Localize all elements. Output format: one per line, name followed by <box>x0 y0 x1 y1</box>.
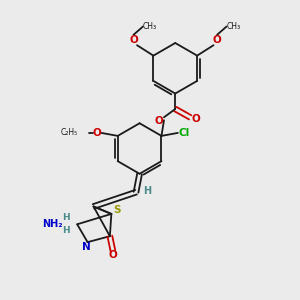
Text: N: N <box>82 242 91 252</box>
Text: CH₃: CH₃ <box>226 22 241 31</box>
Text: O: O <box>154 116 163 126</box>
Text: O: O <box>191 114 200 124</box>
Text: O: O <box>129 35 138 45</box>
Text: S: S <box>113 205 121 215</box>
Text: H: H <box>62 226 70 235</box>
Text: C₂H₅: C₂H₅ <box>60 128 78 137</box>
Text: NH₂: NH₂ <box>42 219 62 229</box>
Text: H: H <box>143 186 152 196</box>
Text: Cl: Cl <box>179 128 190 138</box>
Text: O: O <box>92 128 101 138</box>
Text: CH₃: CH₃ <box>143 22 157 31</box>
Text: O: O <box>109 250 117 260</box>
Text: H: H <box>62 213 70 222</box>
Text: O: O <box>213 35 221 45</box>
